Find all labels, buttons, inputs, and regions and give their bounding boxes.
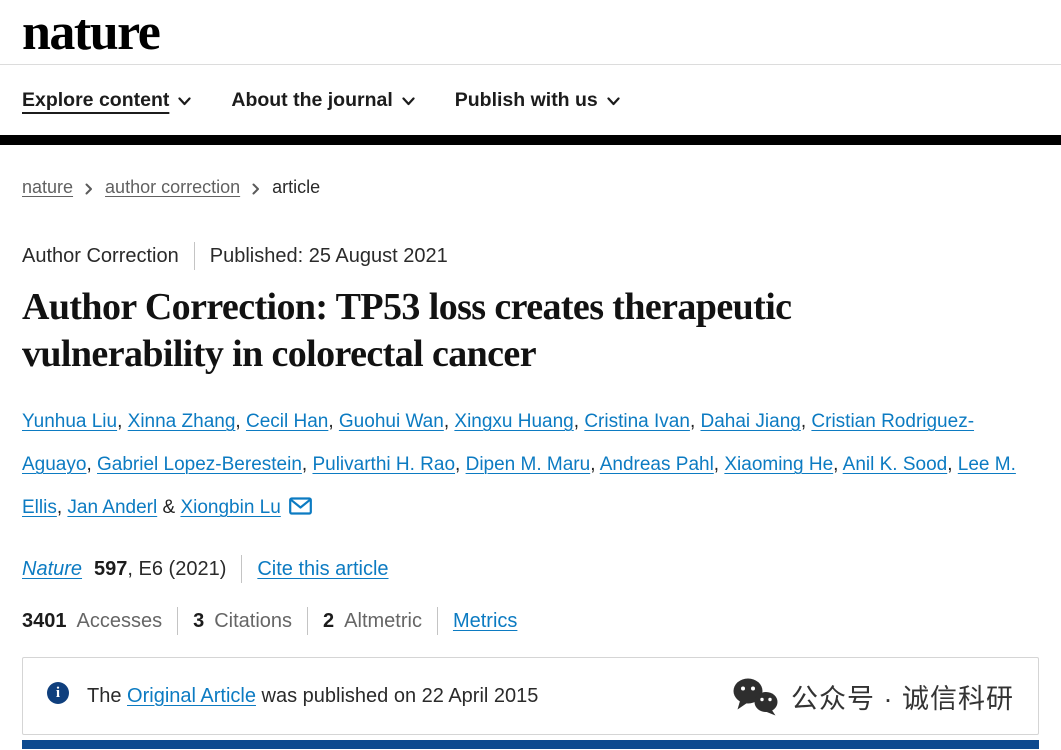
metric-value-citations: 3 bbox=[193, 609, 205, 632]
author-separator: , bbox=[590, 454, 600, 475]
nav-item-about-the-journal[interactable]: About the journal bbox=[231, 88, 415, 112]
nav-item-explore-content[interactable]: Explore content bbox=[22, 89, 191, 112]
chevron-down-icon bbox=[402, 97, 415, 106]
journal-link[interactable]: Nature bbox=[22, 557, 83, 580]
metrics-link[interactable]: Metrics bbox=[452, 609, 518, 632]
chevron-down-icon bbox=[607, 97, 620, 106]
author-separator: , bbox=[328, 411, 339, 432]
footer-blue-bar bbox=[22, 740, 1039, 749]
info-icon: i bbox=[47, 682, 69, 704]
citation-divider bbox=[241, 555, 243, 583]
author-link-xingxu-huang[interactable]: Xingxu Huang bbox=[454, 411, 574, 432]
author-separator: , bbox=[947, 454, 958, 475]
author-separator: , bbox=[117, 411, 128, 432]
author-link-lee-m-ellis[interactable]: Lee M. Ellis bbox=[22, 454, 1016, 518]
chevron-right-icon bbox=[252, 183, 260, 195]
primary-nav: Explore content About the journal Publish … bbox=[0, 65, 1061, 135]
article-meta-row: Author Correction Published: 25 August 2… bbox=[22, 242, 1039, 270]
author-link-andreas-pahl[interactable]: Andreas Pahl bbox=[599, 454, 714, 475]
chevron-right-icon bbox=[85, 183, 93, 195]
notice-text-before: The bbox=[87, 684, 128, 707]
author-separator: , bbox=[573, 411, 585, 432]
author-link-yunhua-liu[interactable]: Yunhua Liu bbox=[22, 411, 118, 432]
volume-number: 597 bbox=[94, 557, 128, 580]
author-link-cecil-han[interactable]: Cecil Han bbox=[245, 411, 329, 432]
author-link-guohui-wan[interactable]: Guohui Wan bbox=[338, 411, 444, 432]
authors-list: Yunhua Liu, Xinna Zhang, Cecil Han, Guoh… bbox=[22, 400, 1039, 529]
author-separator: , bbox=[86, 454, 98, 475]
wechat-icon bbox=[731, 676, 779, 716]
breadcrumb: nature author correction article bbox=[22, 177, 1039, 198]
metric-label-accesses: Accesses bbox=[76, 609, 163, 632]
breadcrumb-article: article bbox=[272, 177, 321, 197]
metrics-divider bbox=[177, 607, 179, 635]
author-separator: & bbox=[157, 497, 181, 518]
author-separator: , bbox=[235, 411, 246, 432]
article-type-label: Author Correction bbox=[22, 244, 179, 267]
nav-item-label: Explore content bbox=[22, 88, 170, 111]
nav-item-label: About the journal bbox=[231, 88, 393, 111]
author-link-xinna-zhang[interactable]: Xinna Zhang bbox=[127, 411, 236, 432]
notice-text: The Original Article was published on 22… bbox=[87, 685, 538, 708]
breadcrumb-author-correction[interactable]: author correction bbox=[105, 177, 241, 197]
original-article-link[interactable]: Original Article bbox=[127, 684, 256, 707]
chevron-down-icon bbox=[178, 97, 191, 106]
watermark: 公众号 · 诚信科研 bbox=[731, 676, 1014, 716]
author-separator: , bbox=[443, 411, 455, 432]
article-page: nature author correction article Author Co… bbox=[0, 177, 1061, 749]
author-separator: , bbox=[800, 411, 812, 432]
citation-pages: , E6 (2021) bbox=[127, 557, 227, 580]
author-link-jan-anderl[interactable]: Jan Anderl bbox=[67, 497, 158, 518]
author-link-gabriel-lopez-berestein[interactable]: Gabriel Lopez-Berestein bbox=[97, 454, 302, 475]
envelope-icon[interactable] bbox=[288, 497, 312, 518]
author-link-dipen-m-maru[interactable]: Dipen M. Maru bbox=[465, 454, 591, 475]
author-link-dahai-jiang[interactable]: Dahai Jiang bbox=[700, 411, 801, 432]
metric-label-citations: Citations bbox=[214, 609, 293, 632]
article-title: Author Correction: TP53 loss creates the… bbox=[22, 286, 792, 375]
author-separator: , bbox=[455, 454, 466, 475]
author-separator: , bbox=[833, 454, 843, 475]
watermark-text: 公众号 · 诚信科研 bbox=[791, 683, 1014, 714]
author-separator: , bbox=[301, 454, 313, 475]
author-separator: , bbox=[689, 411, 701, 432]
author-separator: , bbox=[713, 454, 725, 475]
cite-this-article-link[interactable]: Cite this article bbox=[257, 557, 389, 580]
published-date: Published: 25 August 2021 bbox=[209, 244, 448, 267]
author-link-anil-k-sood[interactable]: Anil K. Sood bbox=[842, 454, 948, 475]
metric-label-altmetric: Altmetric bbox=[344, 609, 422, 632]
nav-item-label: Publish with us bbox=[454, 88, 598, 111]
site-header: nature Explore content About the journal P… bbox=[0, 0, 1061, 145]
author-separator: , bbox=[56, 497, 68, 518]
logo-row: nature bbox=[0, 0, 1061, 65]
metrics-divider bbox=[307, 607, 309, 635]
metrics-row: 3401 Accesses 3 Citations 2 Altmetric Metrics bbox=[22, 607, 1039, 635]
nav-item-publish-with-us[interactable]: Publish with us bbox=[455, 89, 620, 112]
author-link-xiaoming-he[interactable]: Xiaoming He bbox=[724, 454, 834, 475]
author-link-cristian-rodriguez-aguayo[interactable]: Cristian Rodriguez-Aguayo bbox=[22, 411, 975, 475]
meta-divider bbox=[193, 242, 195, 270]
nature-logo[interactable]: nature bbox=[22, 4, 161, 61]
metric-value-accesses: 3401 bbox=[22, 609, 67, 632]
citation-row: Nature 597 , E6 (2021) Cite this article bbox=[22, 555, 1039, 583]
author-link-cristina-ivan[interactable]: Cristina Ivan bbox=[584, 411, 690, 432]
notice-text-after: was published on 22 April 2015 bbox=[255, 684, 539, 707]
metrics-divider bbox=[436, 607, 438, 635]
metric-value-altmetric: 2 bbox=[323, 609, 335, 632]
notice-box: i The Original Article was published on … bbox=[22, 657, 1039, 735]
author-link-pulivarthi-h-rao[interactable]: Pulivarthi H. Rao bbox=[312, 454, 456, 475]
breadcrumb-nature[interactable]: nature bbox=[22, 177, 74, 197]
header-black-bar bbox=[0, 135, 1061, 145]
author-link-xiongbin-lu[interactable]: Xiongbin Lu bbox=[180, 497, 281, 518]
